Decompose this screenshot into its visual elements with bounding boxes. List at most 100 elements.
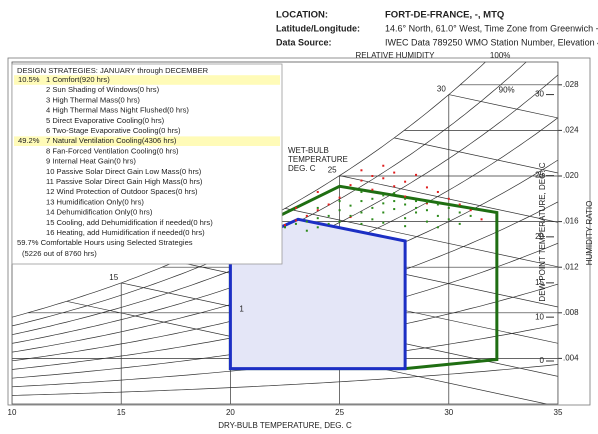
hour-point [327,203,330,206]
hour-point [458,222,461,225]
legend-item: 5 Direct Evaporative Cooling(0 hrs) [46,116,165,125]
hour-point [294,219,297,222]
legend-item: 1 Comfort(920 hrs) [46,75,110,84]
hour-point [393,200,396,203]
hour-point [338,209,341,212]
hour-point [316,190,319,193]
hour-point [436,190,439,193]
hour-point [360,190,363,193]
hour-point [316,206,319,209]
hour-point [316,209,319,212]
hour-point [382,194,385,197]
dewpoint-title: DEW POINT TEMPERATURE, DEG. C [538,162,547,301]
hour-point [349,214,352,217]
legend-item: 15 Cooling, add Dehumidification if need… [46,218,213,227]
rh-label: 90% [499,86,515,95]
dewpoint-tick-label: 15 [535,278,544,287]
legend-panel [11,63,283,265]
hour-point [447,218,450,221]
legend-item: 4 High Thermal Mass Night Flushed(0 hrs) [46,106,189,115]
legend-percent: 49.2% [18,136,40,145]
hour-point [316,226,319,229]
hour-point [436,203,439,206]
hour-point [349,184,352,187]
hour-point [404,203,407,206]
hour-point [371,218,374,221]
wetbulb-title: DEG. C [288,164,316,173]
hour-point [382,202,385,205]
hour-point [458,203,461,206]
hour-point [447,197,450,200]
dewpoint-tick-label: 25 [535,171,544,180]
dewpoint-tick-label: 10 [535,312,544,321]
header-value: 14.6° North, 61.0° West, Time Zone from … [385,23,598,33]
y-tick-label: .024 [563,126,579,135]
y-tick-label: .016 [563,217,579,226]
hour-point [393,208,396,211]
hour-point [371,197,374,200]
legend-item: 9 Internal Heat Gain(0 hrs) [46,157,136,166]
hour-point [469,209,472,212]
hour-point [425,201,428,204]
legend-item: 3 High Thermal Mass(0 hrs) [46,95,140,104]
hour-point [305,229,308,232]
hour-point [382,221,385,224]
hour-point [404,225,407,228]
hour-point [382,211,385,214]
legend-item: 14 Dehumidification Only(0 hrs) [46,208,153,217]
hour-point [393,171,396,174]
hour-point [284,224,286,227]
rh-title: RELATIVE HUMIDITY [356,51,436,60]
hour-point [327,214,330,217]
hour-point [436,226,439,229]
header-value: IWEC Data 789250 WMO Station Number, Ele… [385,37,598,47]
hour-point [360,222,363,225]
wetbulb-line [339,175,558,223]
hour-point [338,196,341,199]
legend-item: 10 Passive Solar Direct Gain Low Mass(0 … [46,167,202,176]
legend-summary: 59.7% Comfortable Hours using Selected S… [17,238,193,247]
hour-point [360,169,363,172]
y-tick-label: .028 [563,80,579,89]
legend-title: DESIGN STRATEGIES: JANUARY through DECEM… [17,66,209,75]
hour-point [436,214,439,217]
wetbulb-tick-label: 30 [437,85,446,94]
legend-item: 7 Natural Ventilation Cooling(4306 hrs) [46,136,177,145]
wetbulb-title: TEMPERATURE [288,155,348,164]
hour-point [284,226,286,229]
hour-point [371,175,374,177]
header-key: Latitude/Longitude: [276,23,360,33]
hour-point [404,180,407,183]
legend-item: 2 Sun Shading of Windows(0 hrs) [46,85,160,94]
y-tick-label: .008 [563,308,579,317]
hour-point [469,214,472,217]
legend-item: 12 Wind Protection of Outdoor Spaces(0 h… [46,187,198,196]
hour-point [415,206,418,209]
y-tick-label: .012 [563,262,579,271]
hour-point [349,216,352,219]
wetbulb-tick-label: 25 [328,166,337,175]
hour-point [393,185,396,188]
hour-point [404,195,407,198]
wetbulb-line [284,208,558,268]
rh-label: 100% [490,51,510,60]
hour-point [305,214,308,217]
hour-point [425,186,428,189]
legend-item: 11 Passive Solar Direct Gain High Mass(0… [46,177,203,186]
legend-item: 8 Fan-Forced Ventilation Cooling(0 hrs) [46,146,179,155]
hour-point [360,200,363,203]
dewpoint-tick-label: 0 [540,356,545,365]
hour-point [327,222,330,225]
header-value: FORT-DE-FRANCE, -, MTQ [385,10,504,21]
x-tick-label: 10 [8,408,17,417]
header-key: Data Source: [276,37,332,47]
x-tick-label: 30 [444,408,453,417]
hour-point [425,220,428,223]
dewpoint-tick-label: 30 [535,90,544,99]
hour-point [316,217,319,220]
hour-point [425,202,428,205]
hour-point [480,218,483,221]
hour-point [371,206,374,209]
y-tick-label: .020 [563,171,579,180]
header-key: LOCATION: [276,10,328,21]
